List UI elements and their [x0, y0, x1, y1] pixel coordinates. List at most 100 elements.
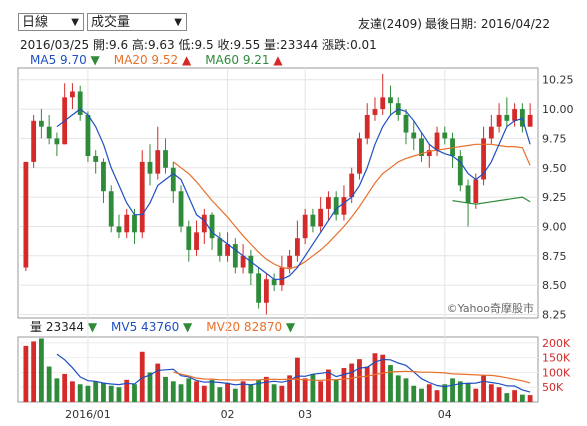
candle-body: [465, 185, 471, 203]
ma-legend-item-1: MA20 9.52 ▲: [113, 53, 192, 67]
candle-body: [116, 226, 122, 233]
candle-body: [93, 156, 99, 162]
candle-body: [101, 161, 106, 192]
candle-body: [457, 156, 463, 186]
volume-bar: [93, 381, 99, 402]
candle-body: [201, 214, 207, 233]
candle-body: [263, 279, 269, 303]
volume-bar: [310, 373, 316, 402]
volume-bar: [139, 351, 145, 402]
volume-bar: [527, 395, 533, 402]
volume-bar: [62, 373, 68, 402]
watermark: ©Yahoo奇摩股市: [447, 301, 534, 315]
volume-legend-item-2: MV20 82870 ▼: [206, 320, 296, 334]
candle-body: [357, 138, 362, 174]
candle-body: [38, 120, 44, 127]
candle-body: [527, 114, 533, 127]
volume-tick-label: 200K: [542, 337, 571, 350]
mv5-line: [56, 353, 531, 393]
ma20-line: [172, 143, 531, 270]
candle-body: [85, 114, 91, 157]
candle-body: [341, 197, 347, 215]
arrow-down-icon: ▼: [183, 320, 193, 334]
arrow-down-icon: ▼: [90, 53, 100, 67]
candle-body: [294, 238, 300, 256]
volume-tick-label: 100K: [542, 366, 571, 379]
candle-body: [170, 167, 176, 192]
price-tick-label: 9.25: [542, 191, 567, 204]
candle-body: [419, 138, 424, 157]
last-date: 最後日期: 2016/04/22: [425, 17, 551, 31]
arrow-down-icon: ▼: [285, 320, 296, 334]
x-tick-label: 2016/01: [65, 408, 111, 421]
volume-bar: [481, 375, 486, 402]
volume-bar: [85, 385, 91, 402]
volume-bar: [46, 366, 52, 402]
volume-bar: [124, 379, 130, 402]
candle-body: [473, 179, 479, 203]
volume-bar: [457, 381, 463, 402]
volume-bar: [512, 390, 518, 402]
candle-body: [232, 244, 238, 268]
arrow-up-icon: ▲: [181, 53, 192, 67]
volume-bar: [473, 388, 479, 402]
volume-bar: [388, 365, 393, 402]
price-tick-label: 10.00: [542, 103, 574, 116]
mv20-line: [173, 370, 531, 384]
volume-bar: [419, 388, 424, 402]
volume-bar: [101, 382, 106, 402]
chevron-down-icon: ▼: [174, 17, 182, 28]
price-tick-label: 9.75: [542, 132, 567, 145]
indicator-select[interactable]: 成交量 ▼: [87, 13, 187, 31]
volume-bar: [225, 382, 230, 402]
chevron-down-icon: ▼: [71, 17, 79, 28]
volume-bar: [326, 369, 331, 402]
volume-legend: 量 23344 ▼ MV5 43760 ▼ MV20 82870 ▼: [30, 318, 309, 335]
candle-body: [256, 273, 262, 303]
stock-name: 友達(2409): [358, 17, 422, 31]
arrow-up-icon: ▲: [273, 53, 283, 67]
volume-tick-label: 150K: [542, 352, 571, 365]
volume-bar: [287, 375, 293, 402]
volume-bar: [248, 384, 254, 402]
price-tick-label: 10.25: [542, 74, 574, 87]
volume-bar: [434, 390, 440, 402]
volume-bar: [209, 379, 215, 402]
volume-bar: [186, 378, 192, 402]
candle-body: [310, 214, 316, 227]
ohlc-readout: 2016/03/25 開:9.6 高:9.63 低:9.5 收:9.55 量:2…: [20, 38, 377, 52]
candle-body: [372, 109, 378, 115]
candle-body: [333, 197, 339, 215]
volume-bar: [403, 378, 409, 402]
volume-bar: [504, 393, 510, 402]
candle-body: [496, 114, 502, 127]
x-tick-label: 02: [221, 408, 235, 421]
volume-bar: [163, 376, 168, 402]
candle-body: [77, 91, 83, 115]
candle-body: [302, 214, 308, 239]
ma-legend-item-2: MA60 9.21 ▲: [205, 53, 283, 67]
volume-bar: [349, 363, 355, 402]
candle-body: [248, 255, 254, 274]
candle-body: [240, 255, 246, 268]
candle-body: [147, 161, 153, 174]
candle-body: [488, 126, 494, 139]
volume-bar: [170, 381, 176, 402]
candle-body: [442, 132, 448, 139]
volume-bar: [372, 353, 378, 402]
candle-body: [186, 226, 192, 250]
period-select[interactable]: 日線 ▼: [18, 13, 84, 31]
volume-bar: [70, 381, 75, 402]
volume-bar: [426, 384, 432, 402]
ma5-line: [56, 108, 531, 280]
candle-body: [380, 97, 386, 110]
indicator-select-value: 成交量: [91, 15, 131, 30]
candle-body: [209, 214, 215, 239]
candle-body: [139, 161, 145, 233]
volume-bar: [54, 378, 60, 402]
candle-body: [108, 191, 114, 227]
x-tick-label: 04: [438, 408, 452, 421]
volume-bar: [333, 379, 339, 402]
candle-body: [132, 214, 137, 233]
